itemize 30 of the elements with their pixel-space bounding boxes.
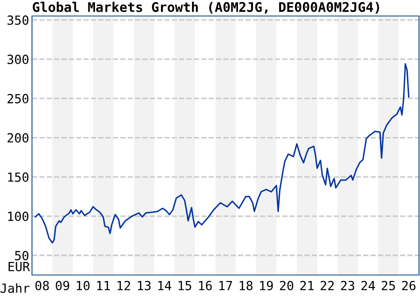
- x-tick-label: 15: [178, 281, 192, 290]
- x-tick-label: 14: [158, 281, 172, 290]
- x-tick-label: 20: [280, 280, 294, 290]
- x-tick-label: 09: [56, 280, 70, 290]
- y-axis-title: EUR: [8, 262, 30, 272]
- y-tick-label: 100: [8, 212, 28, 222]
- x-tick-label: 13: [138, 280, 151, 290]
- x-tick-label: 24: [361, 280, 375, 290]
- y-tick-label: 350: [7, 15, 28, 25]
- x-tick-label: 11: [97, 281, 110, 290]
- chart-title: Global Markets Growth (A0M2JG, DE000A0M2JG4): [32, 2, 380, 14]
- y-tick-label: 200: [8, 133, 28, 143]
- x-tick-label: 18: [240, 280, 253, 290]
- x-tick-label: 17: [219, 281, 232, 290]
- line-series: [34, 63, 410, 244]
- x-tick-label: 21: [300, 280, 314, 290]
- x-tick-label: 19: [260, 280, 273, 290]
- x-tick-label: 25: [382, 280, 395, 290]
- x-tick-label: 16: [199, 280, 212, 290]
- x-tick-label: 22: [320, 280, 334, 290]
- x-axis-title: Jahr: [0, 283, 30, 293]
- x-tick-label: 12: [118, 280, 130, 290]
- x-tick-label: 10: [76, 280, 90, 290]
- y-tick-label: 150: [8, 172, 28, 182]
- y-tick-label: 300: [7, 54, 28, 64]
- y-tick-label: 250: [8, 94, 28, 104]
- x-tick-label: 26: [402, 280, 416, 290]
- y-tick-label: 50: [15, 250, 28, 260]
- x-tick-label: 08: [35, 280, 49, 290]
- x-tick-label: 23: [341, 280, 354, 290]
